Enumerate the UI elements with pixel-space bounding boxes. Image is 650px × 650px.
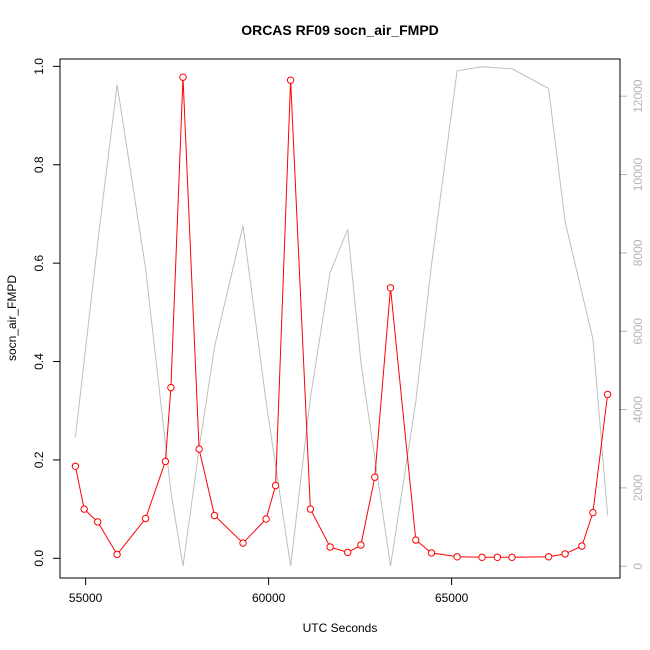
x-tick-label: 55000 — [69, 591, 103, 605]
y-tick-label: 0.2 — [32, 451, 46, 468]
y2-tick-label: 2000 — [631, 474, 645, 501]
data-point — [286, 76, 295, 84]
data-point — [262, 515, 270, 523]
data-point — [508, 553, 516, 561]
data-point — [427, 549, 436, 557]
y-tick-label: 0.4 — [32, 353, 46, 370]
data-point — [94, 518, 102, 526]
y2-tick-label: 10000 — [631, 158, 645, 192]
data-point — [478, 553, 486, 561]
data-point — [71, 462, 80, 470]
data-point — [386, 284, 395, 292]
data-point — [80, 505, 88, 513]
data-point — [357, 541, 365, 549]
y-axis-label: socn_air_FMPD — [5, 275, 19, 361]
primary-series-line — [74, 77, 609, 558]
y-tick-label: 0.6 — [32, 254, 46, 271]
data-point — [306, 505, 315, 513]
x-axis-label: UTC Seconds — [303, 621, 378, 635]
data-point — [544, 553, 553, 561]
data-point — [561, 550, 569, 558]
data-point — [453, 553, 461, 561]
y2-tick-label: 8000 — [631, 239, 645, 266]
data-point — [179, 73, 187, 81]
secondary-series-line — [74, 66, 609, 567]
data-point — [578, 542, 586, 550]
y2-tick-label: 12000 — [631, 79, 645, 113]
data-point — [271, 481, 280, 490]
x-tick-label: 60000 — [252, 591, 286, 605]
data-point — [371, 473, 379, 481]
axes: 55000 60000 65000 0.0 0.2 0.4 0.6 0.8 1.0 0 2000 40… — [32, 58, 645, 605]
y2-tick-label: 4000 — [631, 396, 645, 423]
y-tick-label: 0.0 — [32, 550, 46, 567]
y-tick-label: 1.0 — [32, 58, 46, 75]
data-point — [412, 536, 420, 544]
data-point — [603, 390, 612, 399]
data-point — [344, 548, 352, 557]
data-point — [493, 553, 502, 561]
plot-series — [71, 66, 612, 567]
data-point — [589, 508, 597, 517]
y-tick-label: 0.8 — [32, 156, 46, 173]
data-point — [239, 539, 247, 547]
data-point — [113, 550, 121, 559]
plot-frame — [59, 58, 621, 579]
x-tick-label: 65000 — [435, 591, 469, 605]
data-point — [326, 543, 334, 551]
data-point — [167, 383, 175, 392]
data-point — [141, 514, 150, 523]
chart-title: ORCAS RF09 socn_air_FMPD — [241, 22, 439, 38]
data-point — [210, 511, 219, 520]
data-point — [195, 445, 203, 453]
y2-tick-label: 0 — [631, 563, 645, 570]
y2-tick-label: 6000 — [631, 318, 645, 345]
data-point — [161, 457, 170, 466]
